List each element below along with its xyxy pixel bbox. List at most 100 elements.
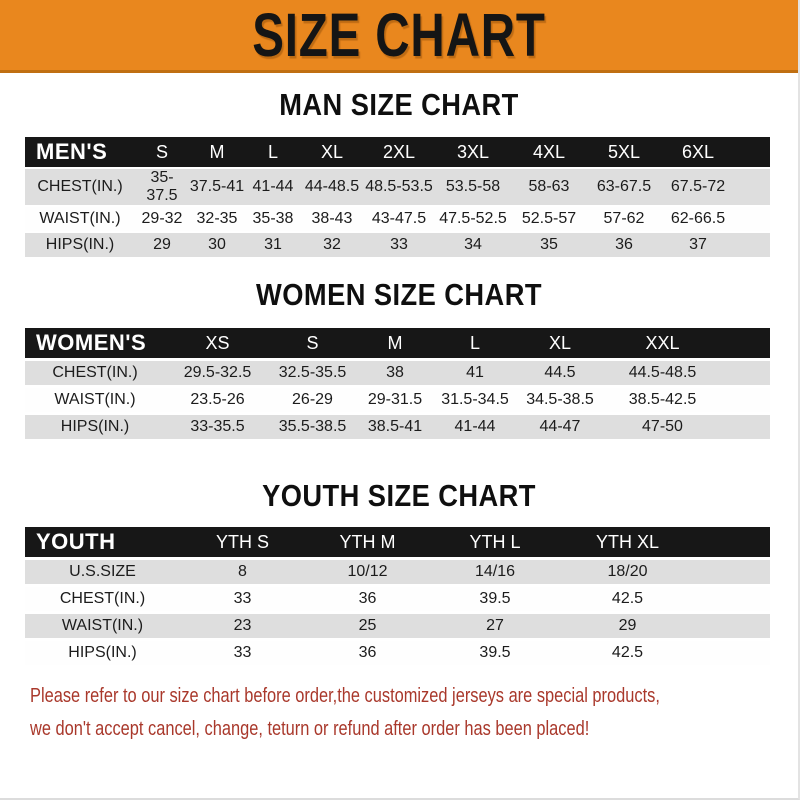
- size-value: 38.5-41: [355, 415, 435, 439]
- footer-line-2: we don't accept cancel, change, teturn o…: [30, 718, 590, 740]
- size-value: 27: [430, 614, 560, 638]
- table-row: CHEST(IN.) 29.5-32.5 32.5-35.5 38 41 44.5 44.5…: [25, 361, 770, 385]
- size-value: 67.5-72: [661, 169, 735, 205]
- column-header: S: [135, 137, 189, 167]
- size-value: 31: [245, 233, 301, 257]
- size-value: 30: [189, 233, 245, 257]
- table-row: U.S.SIZE 8 10/12 14/16 18/20: [25, 560, 770, 584]
- column-header: 2XL: [363, 137, 435, 167]
- column-header: 5XL: [587, 137, 661, 167]
- row-spacer-cell: [735, 169, 770, 205]
- table-title-cell: MEN'S: [25, 137, 135, 167]
- size-value: 44.5: [515, 361, 605, 385]
- column-header: S: [270, 328, 355, 358]
- column-header: XS: [165, 328, 270, 358]
- men-section-heading: MAN SIZE CHART: [279, 87, 519, 122]
- row-spacer-cell: [695, 641, 770, 665]
- table-header-row: WOMEN'S XS S M L XL XXL: [25, 328, 770, 358]
- size-value: 47-50: [605, 415, 720, 439]
- size-value: 29: [560, 614, 695, 638]
- size-value: 29: [135, 233, 189, 257]
- table-row: HIPS(IN.) 33 36 39.5 42.5: [25, 641, 770, 665]
- women-size-table: WOMEN'S XS S M L XL XXL CHEST(IN.) 29.5-32.5 32.5…: [25, 325, 770, 442]
- women-section-heading: WOMEN SIZE CHART: [256, 277, 542, 312]
- size-value: 32-35: [189, 207, 245, 231]
- size-value: 62-66.5: [661, 207, 735, 231]
- header-spacer-cell: [735, 137, 770, 167]
- row-label: HIPS(IN.): [25, 641, 180, 665]
- table-title-cell: WOMEN'S: [25, 328, 165, 358]
- section-youth: YOUTH SIZE CHART YOUTH YTH S YTH M YTH L YTH…: [0, 478, 798, 668]
- row-spacer-cell: [695, 587, 770, 611]
- column-header: YTH S: [180, 527, 305, 557]
- footer-line-1: Please refer to our size chart before or…: [30, 685, 660, 707]
- size-value: 33: [180, 641, 305, 665]
- size-value: 35.5-38.5: [270, 415, 355, 439]
- column-header: 6XL: [661, 137, 735, 167]
- row-label: U.S.SIZE: [25, 560, 180, 584]
- size-value: 10/12: [305, 560, 430, 584]
- row-spacer-cell: [720, 388, 770, 412]
- size-value: 41-44: [245, 169, 301, 205]
- size-value: 38-43: [301, 207, 363, 231]
- row-label: CHEST(IN.): [25, 587, 180, 611]
- size-value: 35: [511, 233, 587, 257]
- size-value: 25: [305, 614, 430, 638]
- size-value: 8: [180, 560, 305, 584]
- table-row: HIPS(IN.) 33-35.5 35.5-38.5 38.5-41 41-44 44-…: [25, 415, 770, 439]
- size-value: 29-31.5: [355, 388, 435, 412]
- size-value: 52.5-57: [511, 207, 587, 231]
- size-value: 31.5-34.5: [435, 388, 515, 412]
- size-value: 18/20: [560, 560, 695, 584]
- size-value: 63-67.5: [587, 169, 661, 205]
- column-header: M: [189, 137, 245, 167]
- size-value: 37.5-41: [189, 169, 245, 205]
- row-spacer-cell: [735, 233, 770, 257]
- size-value: 29-32: [135, 207, 189, 231]
- size-value: 43-47.5: [363, 207, 435, 231]
- size-value: 34: [435, 233, 511, 257]
- table-row: CHEST(IN.) 35-37.5 37.5-41 41-44 44-48.5 48.5…: [25, 169, 770, 205]
- row-label: WAIST(IN.): [25, 388, 165, 412]
- size-value: 23: [180, 614, 305, 638]
- row-spacer-cell: [695, 560, 770, 584]
- size-value: 41-44: [435, 415, 515, 439]
- column-header: XL: [515, 328, 605, 358]
- row-label: WAIST(IN.): [25, 207, 135, 231]
- row-spacer-cell: [720, 361, 770, 385]
- row-label: WAIST(IN.): [25, 614, 180, 638]
- column-header: L: [245, 137, 301, 167]
- size-value: 53.5-58: [435, 169, 511, 205]
- column-header: 4XL: [511, 137, 587, 167]
- table-title-cell: YOUTH: [25, 527, 180, 557]
- size-value: 41: [435, 361, 515, 385]
- size-value: 29.5-32.5: [165, 361, 270, 385]
- row-spacer-cell: [720, 415, 770, 439]
- table-row: WAIST(IN.) 29-32 32-35 35-38 38-43 43-47.5 47.…: [25, 207, 770, 231]
- table-header-row: YOUTH YTH S YTH M YTH L YTH XL: [25, 527, 770, 557]
- size-value: 58-63: [511, 169, 587, 205]
- footer-note: Please refer to our size chart before or…: [0, 680, 798, 746]
- column-header: XL: [301, 137, 363, 167]
- size-value: 23.5-26: [165, 388, 270, 412]
- size-value: 48.5-53.5: [363, 169, 435, 205]
- size-value: 36: [305, 641, 430, 665]
- size-value: 44-48.5: [301, 169, 363, 205]
- size-value: 32: [301, 233, 363, 257]
- size-value: 36: [587, 233, 661, 257]
- row-label: CHEST(IN.): [25, 169, 135, 205]
- row-label: HIPS(IN.): [25, 233, 135, 257]
- column-header: 3XL: [435, 137, 511, 167]
- youth-section-heading: YOUTH SIZE CHART: [262, 478, 536, 513]
- men-size-table: MEN'S S M L XL 2XL 3XL 4XL 5XL 6XL CHEST(IN.) 35-37…: [25, 135, 770, 259]
- table-row: HIPS(IN.) 29 30 31 32 33 34 35 36 37: [25, 233, 770, 257]
- size-value: 34.5-38.5: [515, 388, 605, 412]
- section-women: WOMEN SIZE CHART WOMEN'S XS S M L XL XXL CHEST(…: [0, 277, 798, 442]
- size-value: 35-37.5: [135, 169, 189, 205]
- size-value: 35-38: [245, 207, 301, 231]
- size-value: 42.5: [560, 587, 695, 611]
- size-value: 38.5-42.5: [605, 388, 720, 412]
- size-value: 44-47: [515, 415, 605, 439]
- table-row: CHEST(IN.) 33 36 39.5 42.5: [25, 587, 770, 611]
